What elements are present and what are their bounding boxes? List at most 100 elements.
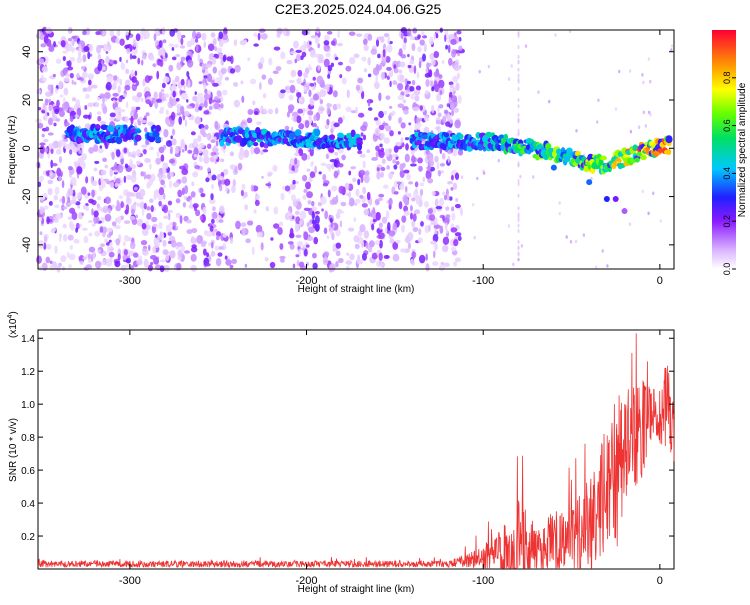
spectrogram-cell xyxy=(254,199,260,207)
spectrogram-cell xyxy=(109,241,113,248)
spectrogram-cell xyxy=(235,220,241,230)
spectrogram-cell xyxy=(392,222,398,231)
snr-x-tick-label: -100 xyxy=(472,575,494,587)
spectrogram-cell xyxy=(47,84,52,91)
spectrogram-cell xyxy=(426,62,430,70)
spectrogram-cell xyxy=(595,265,598,269)
spectrogram-cell xyxy=(49,170,53,177)
spectrogram-cell xyxy=(320,196,327,205)
spectrogram-cell xyxy=(56,167,61,175)
spectrogram-cell xyxy=(644,124,648,128)
spectrogram-cell xyxy=(421,31,425,37)
spectrogram-cell xyxy=(97,96,101,101)
spectrogram-cell xyxy=(303,248,308,257)
spectrogram-cell xyxy=(256,231,264,238)
spectrogram-cell xyxy=(123,147,128,154)
spectrogram-cell xyxy=(312,252,317,259)
spectrogram-cell xyxy=(618,69,621,74)
spectrogram-cell xyxy=(108,251,115,258)
spectrogram-cell xyxy=(220,158,225,163)
spectrogram-cell xyxy=(214,120,219,129)
spectrogram-cell xyxy=(419,39,425,46)
spectrogram-cell xyxy=(109,246,115,252)
spectrogram-cell xyxy=(210,193,214,201)
spectrogram-cell xyxy=(72,146,79,153)
spectrogram-cell xyxy=(418,254,426,264)
spectrogram-cell xyxy=(301,152,308,161)
spectrogram-cell xyxy=(46,216,50,225)
spectrogram-cell xyxy=(152,224,158,228)
snr-x-label: Height of straight line (km) xyxy=(298,584,415,595)
spectrogram-cell xyxy=(409,86,415,92)
spectrogram-cell xyxy=(206,132,212,141)
spectrogram-cell xyxy=(569,239,573,244)
spectrogram-cell xyxy=(443,132,450,138)
spectrogram-cell xyxy=(173,44,179,48)
spectrogram-cell xyxy=(307,200,312,205)
spectrogram-cell xyxy=(294,152,300,157)
spectrogram-cell xyxy=(441,115,447,123)
spectrogram-cell xyxy=(397,82,404,91)
spectrogram-cell xyxy=(100,169,107,176)
spectrogram-cell xyxy=(371,223,375,231)
spectrogram-cell xyxy=(447,44,451,54)
spectrogram-cell xyxy=(243,149,250,158)
spectrogram-cell xyxy=(111,221,117,227)
spectrogram-cell xyxy=(458,45,463,51)
spectrogram-cell xyxy=(345,260,353,265)
spectrogram-cell xyxy=(152,246,157,254)
spectrogram-cell xyxy=(253,43,259,47)
spectrogram-cell xyxy=(117,85,121,94)
snr-y-tick-label: 0.4 xyxy=(21,499,35,510)
spectrogram-cell xyxy=(213,136,217,141)
spectrogram-cell xyxy=(335,228,341,237)
spectrogram-cell xyxy=(362,160,366,169)
spectrogram-cell xyxy=(487,64,491,69)
spectrogram-cell xyxy=(114,260,121,268)
spectrogram-frame xyxy=(37,29,675,270)
spectrogram-cell xyxy=(137,57,141,65)
spectrogram-cell xyxy=(326,83,330,93)
spectrogram-cell xyxy=(335,242,342,249)
spectrogram-cell xyxy=(355,106,358,114)
spectrogram-cell xyxy=(181,176,188,184)
spectrogram-cell xyxy=(368,107,373,111)
spectrogram-cell xyxy=(67,202,72,206)
spectrogram-cell xyxy=(438,264,446,272)
spectrogram-cell xyxy=(186,71,190,78)
spectrogram-cell xyxy=(443,262,450,267)
spectrogram-cell xyxy=(184,185,189,195)
spectrogram-cell xyxy=(425,253,428,261)
spectrogram-cell xyxy=(175,198,181,204)
spectrogram-cell xyxy=(144,127,148,133)
spectrogram-cell xyxy=(81,227,88,231)
spectrogram-cell xyxy=(357,112,365,118)
spectrogram-cell xyxy=(388,197,393,206)
spectrogram-cell xyxy=(291,193,296,202)
spectrogram-cell xyxy=(125,101,129,109)
spectrogram-cell xyxy=(105,51,109,55)
spectrogram-cell xyxy=(317,64,321,71)
spectrogram-cell xyxy=(338,185,345,194)
spectrogram-cell xyxy=(194,105,200,113)
spectrogram-cell xyxy=(448,196,453,201)
spectrogram-cell xyxy=(371,252,378,260)
spectrogram-cell xyxy=(298,123,305,130)
snr-x-ticks: -300 -200 -100 0 xyxy=(119,330,663,587)
spectrogram-cell xyxy=(309,49,317,58)
spectrogram-cell xyxy=(306,147,310,151)
spectrogram-cell xyxy=(168,43,174,47)
spectrogram-cell xyxy=(398,201,403,210)
spectrogram-cell xyxy=(614,107,618,111)
spectrogram-cell xyxy=(380,147,385,153)
spectrogram-cell xyxy=(337,117,343,124)
spectrogram-cell xyxy=(136,218,144,227)
spectrogram-cell xyxy=(471,202,475,207)
spectrogram-cell xyxy=(163,265,170,272)
spectrogram-cell xyxy=(453,64,461,72)
spectrogram-cell xyxy=(312,262,318,270)
spectrogram-cell xyxy=(238,151,245,161)
spectrogram-cell xyxy=(389,238,395,244)
spectrogram-cell xyxy=(190,131,196,136)
spectrogram-cell xyxy=(312,222,317,229)
